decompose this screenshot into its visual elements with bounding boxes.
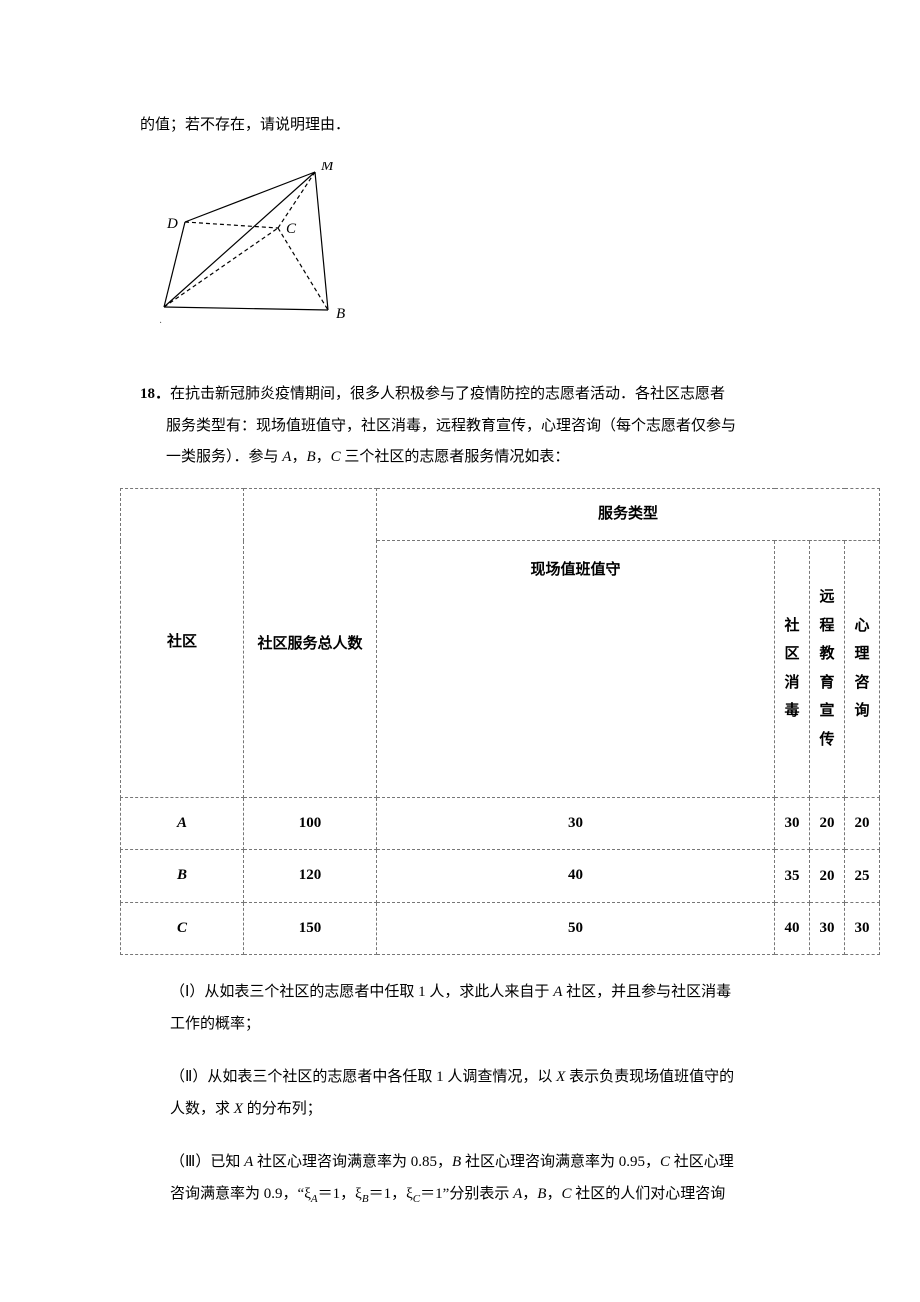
table-cell: 30 <box>845 902 880 955</box>
col-header-disinfect: 社区消毒 <box>775 541 810 798</box>
table-cell: 40 <box>377 850 775 903</box>
prev-problem-continuation: 的值；若不存在，请说明理由． <box>140 110 820 142</box>
problem-intro-line1: 在抗击新冠肺炎疫情期间，很多人积极参与了疫情防控的志愿者活动．各社区志愿者 <box>170 386 725 402</box>
col-header-community: 社区 <box>121 488 244 797</box>
sub-question-3: （Ⅲ）已知 A 社区心理咨询满意率为 0.85，B 社区心理咨询满意率为 0.9… <box>170 1147 820 1211</box>
table-cell: 50 <box>377 902 775 955</box>
svg-text:B: B <box>336 306 345 322</box>
table-cell: 30 <box>377 797 775 850</box>
table-cell: 20 <box>845 797 880 850</box>
table-cell: 150 <box>244 902 377 955</box>
geometry-figure: M D C A B <box>160 162 820 345</box>
col-header-service-type: 服务类型 <box>377 488 880 541</box>
svg-text:A: A <box>160 311 162 327</box>
sub-question-1: （Ⅰ）从如表三个社区的志愿者中任取 1 人，求此人来自于 A 社区，并且参与社区… <box>170 977 820 1040</box>
table-cell: 40 <box>775 902 810 955</box>
table-cell: 25 <box>845 850 880 903</box>
problem-number: 18． <box>140 386 170 402</box>
sub-question-2: （Ⅱ）从如表三个社区的志愿者中各任取 1 人调查情况，以 X 表示负责现场值班值… <box>170 1062 820 1125</box>
table-cell: 120 <box>244 850 377 903</box>
table-cell: B <box>121 850 244 903</box>
problem-18: 18．在抗击新冠肺炎疫情期间，很多人积极参与了疫情防控的志愿者活动．各社区志愿者… <box>140 379 820 1211</box>
table-cell: 35 <box>775 850 810 903</box>
col-header-total: 社区服务总人数 <box>244 488 377 797</box>
table-cell: 20 <box>810 797 845 850</box>
problem-intro-line3: 一类服务）．参与 A，B，C 三个社区的志愿者服务情况如表： <box>166 442 820 474</box>
col-header-remote: 远程教育宣传 <box>810 541 845 798</box>
table-row: C15050403030 <box>121 902 880 955</box>
table-cell: A <box>121 797 244 850</box>
col-header-counsel: 心理咨询 <box>845 541 880 798</box>
svg-text:D: D <box>166 216 178 232</box>
table-row: B12040352025 <box>121 850 880 903</box>
table-row: A10030302020 <box>121 797 880 850</box>
table-cell: C <box>121 902 244 955</box>
table-cell: 20 <box>810 850 845 903</box>
svg-text:C: C <box>286 221 297 237</box>
svg-text:M: M <box>320 162 335 174</box>
table-cell: 100 <box>244 797 377 850</box>
volunteer-table: 社区 社区服务总人数 服务类型 现场值班值守 社区消毒 远程教育宣传 心理咨询 … <box>120 488 880 956</box>
problem-intro-line2: 服务类型有：现场值班值守，社区消毒，远程教育宣传，心理咨询（每个志愿者仅参与 <box>166 411 820 443</box>
table-cell: 30 <box>775 797 810 850</box>
table-cell: 30 <box>810 902 845 955</box>
col-header-onsite: 现场值班值守 <box>377 541 775 798</box>
